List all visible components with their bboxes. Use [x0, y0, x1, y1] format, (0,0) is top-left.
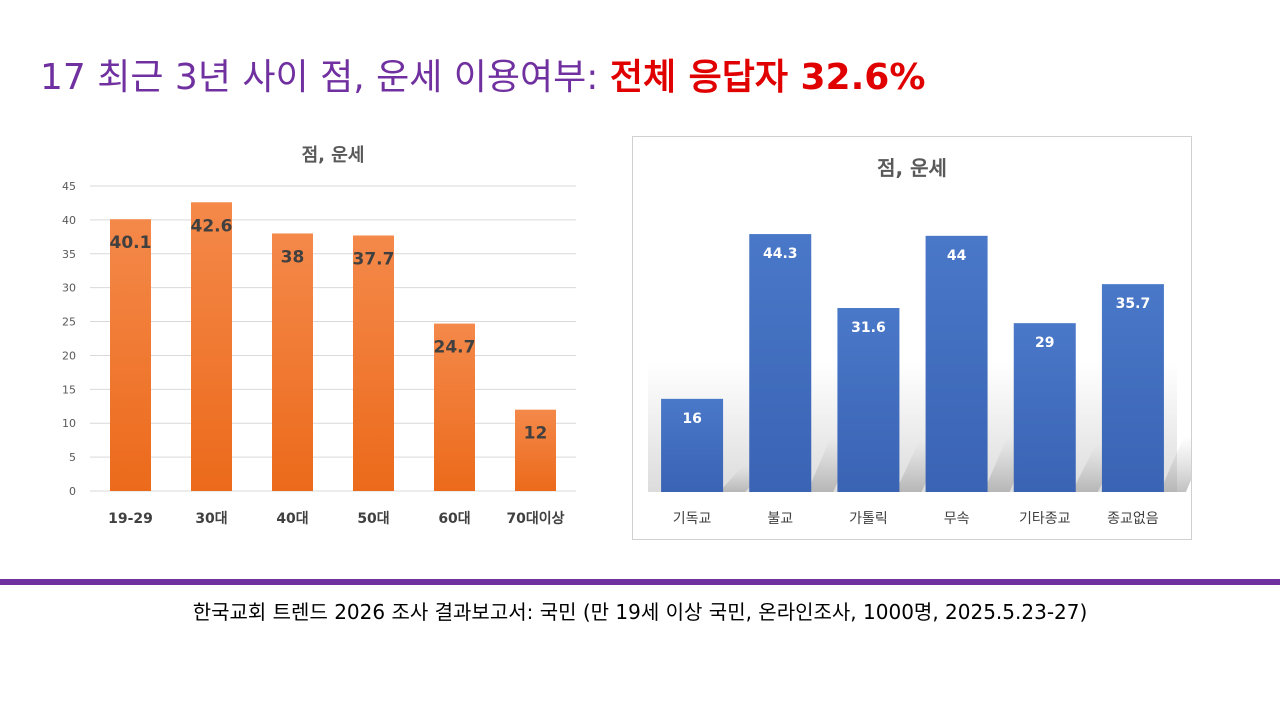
- plot-floor-backdrop: [648, 257, 1177, 492]
- bar: [434, 323, 475, 491]
- x-tick-label: 19-29: [108, 511, 153, 527]
- x-tick-label: 70대이상: [506, 510, 564, 527]
- footer-source-note: 한국교회 트렌드 2026 조사 결과보고서: 국민 (만 19세 이상 국민,…: [192, 600, 1088, 624]
- bar: [837, 308, 900, 492]
- slide-title-highlight: 전체 응답자 32.6%: [609, 57, 926, 98]
- x-tick-label: 기독교: [673, 511, 712, 527]
- age-group-bar-chart: 점, 운세 0 5 10 15 20 25 30 35 40 45 40.1 19-29 42.6 30대 3…: [40, 130, 600, 550]
- bar: [272, 233, 313, 491]
- data-label: 37.7: [353, 249, 395, 269]
- data-label: 12: [524, 424, 548, 444]
- y-tick-label: 5: [69, 451, 76, 464]
- bar: [1101, 284, 1164, 492]
- y-tick-label: 10: [62, 417, 76, 430]
- data-label: 42.6: [191, 216, 233, 236]
- x-tick-label: 불교: [767, 511, 793, 527]
- slide-title: 17 최근 3년 사이 점, 운세 이용여부: 전체 응답자 32.6%: [40, 52, 1240, 104]
- y-tick-label: 35: [62, 248, 76, 261]
- data-label: 31.6: [851, 320, 886, 336]
- bar: [110, 219, 151, 491]
- bar: [661, 398, 724, 492]
- slide-title-main: 17 최근 3년 사이 점, 운세 이용여부:: [40, 57, 610, 98]
- x-tick-label: 기타종교: [1019, 511, 1071, 527]
- y-tick-label: 15: [62, 383, 76, 396]
- bar: [749, 234, 812, 492]
- x-tick-label: 종교없음: [1107, 511, 1159, 527]
- y-tick-label: 0: [69, 485, 76, 498]
- data-label: 44: [947, 248, 967, 264]
- y-tick-label: 30: [62, 282, 76, 295]
- data-label: 44.3: [763, 246, 798, 262]
- chart-title: 점, 운세: [302, 145, 365, 166]
- age-group-chart-svg: 점, 운세 0 5 10 15 20 25 30 35 40 45 40.1 19-29 42.6 30대 3…: [62, 145, 576, 527]
- y-tick-label: 20: [62, 349, 76, 362]
- x-tick-label: 50대: [357, 511, 389, 527]
- data-label: 40.1: [110, 233, 152, 253]
- y-tick-label: 40: [62, 214, 76, 227]
- x-tick-label: 무속: [944, 511, 970, 527]
- bar: [1013, 323, 1076, 492]
- data-label: 16: [682, 411, 701, 427]
- data-label: 38: [281, 247, 305, 267]
- footer-divider: [0, 579, 1280, 585]
- bar: [925, 235, 988, 493]
- religion-bar-chart: 점, 운세 16 기독교 44.3 불교 31.6 가톨릭 44 무속 29 기타종교 35.7 종교없…: [632, 136, 1210, 540]
- bar: [353, 235, 394, 491]
- bar: [515, 409, 556, 491]
- bar: [191, 202, 232, 491]
- data-label: 24.7: [434, 338, 476, 358]
- x-tick-label: 60대: [438, 511, 470, 527]
- x-tick-label: 가톨릭: [849, 511, 888, 527]
- religion-chart-svg: 점, 운세 16 기독교 44.3 불교 31.6 가톨릭 44 무속 29 기타종교 35.7 종교없…: [648, 156, 1210, 527]
- chart-title: 점, 운세: [877, 156, 947, 180]
- data-label: 29: [1035, 335, 1054, 351]
- y-tick-label: 45: [62, 180, 76, 193]
- x-tick-label: 30대: [195, 511, 227, 527]
- data-label: 35.7: [1116, 296, 1151, 312]
- x-tick-label: 40대: [276, 511, 308, 527]
- y-tick-label: 25: [62, 316, 76, 329]
